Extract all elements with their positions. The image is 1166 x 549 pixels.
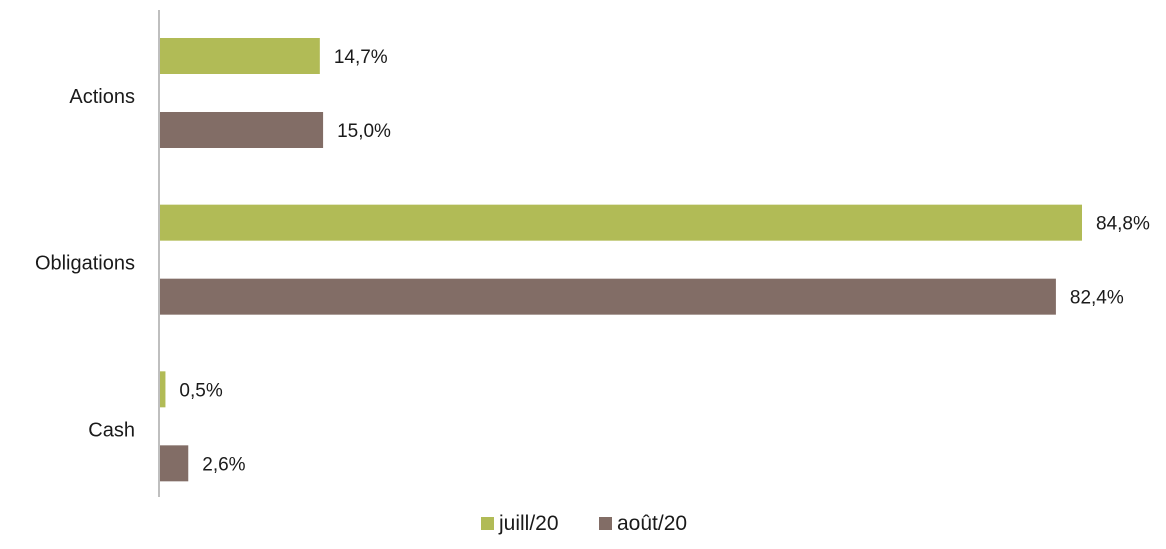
category-label-actions: Actions bbox=[69, 86, 135, 108]
data-label-obligations-juill: 84,8% bbox=[1096, 214, 1150, 235]
bar-cash-juill bbox=[160, 371, 166, 408]
data-label-cash-juill: 0,5% bbox=[179, 380, 222, 401]
data-label-obligations-aout: 82,4% bbox=[1070, 288, 1124, 309]
legend-label-aout: août/20 bbox=[617, 512, 687, 535]
bar-obligations-juill bbox=[160, 204, 1082, 241]
legend-swatch-aout bbox=[599, 517, 612, 530]
bar-obligations-aout bbox=[160, 278, 1056, 315]
labels-layer: Actions 14,7% 15,0% Obligations 84,8% 82,4% Ca… bbox=[35, 47, 1150, 475]
data-label-actions-aout: 15,0% bbox=[337, 121, 391, 142]
bars-layer bbox=[160, 38, 1082, 482]
legend-label-juill: juill/20 bbox=[498, 512, 559, 535]
category-label-cash: Cash bbox=[88, 419, 135, 441]
bar-actions-aout bbox=[160, 112, 324, 148]
bar-cash-aout bbox=[160, 445, 189, 482]
data-label-cash-aout: 2,6% bbox=[202, 454, 245, 475]
bar-actions-juill bbox=[160, 38, 320, 74]
category-label-obligations: Obligations bbox=[35, 253, 135, 275]
data-label-actions-juill: 14,7% bbox=[334, 47, 388, 68]
legend-swatch-juill bbox=[481, 517, 494, 530]
legend: juill/20 août/20 bbox=[481, 512, 687, 535]
